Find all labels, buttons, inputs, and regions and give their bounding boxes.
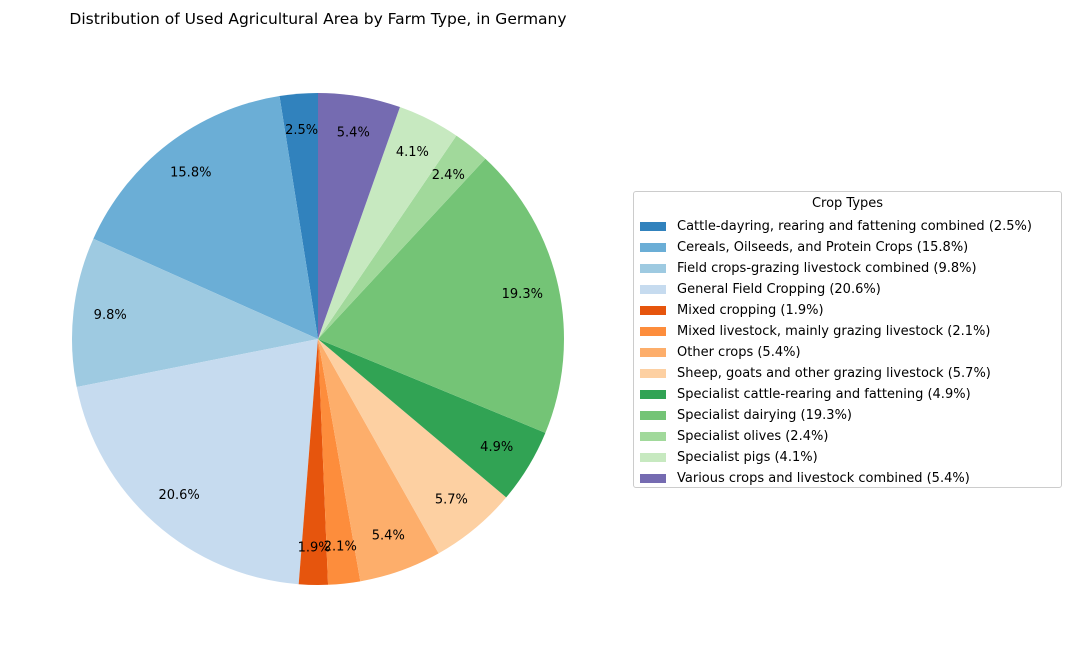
legend-item: Specialist pigs (4.1%)	[640, 447, 1032, 468]
pie-percent-label: 4.1%	[396, 145, 429, 160]
legend-label: Specialist pigs (4.1%)	[677, 450, 818, 465]
legend-item: Specialist cattle-rearing and fattening …	[640, 384, 1032, 405]
legend-swatch	[640, 390, 666, 399]
pie-percent-label: 15.8%	[170, 166, 211, 181]
pie-percent-label: 1.9%	[298, 541, 331, 556]
legend-label: Mixed cropping (1.9%)	[677, 303, 824, 318]
legend-title: Crop Types	[811, 196, 884, 211]
legend-swatch	[640, 411, 666, 420]
pie-slice	[318, 339, 546, 498]
pie-slice	[279, 93, 318, 339]
legend-item: Specialist dairying (19.3%)	[640, 405, 1032, 426]
legend-swatch	[640, 369, 666, 378]
legend-item: Field crops-grazing livestock combined (…	[640, 258, 1032, 279]
legend-label: Specialist cattle-rearing and fattening …	[677, 387, 971, 402]
pie-slice	[318, 135, 486, 339]
legend-swatch	[640, 243, 666, 252]
pie-slice	[93, 96, 318, 339]
legend-swatch	[640, 264, 666, 273]
pie-percent-label: 2.4%	[432, 168, 465, 183]
legend-item: Mixed cropping (1.9%)	[640, 300, 1032, 321]
legend-swatch	[640, 453, 666, 462]
pie-slice	[318, 93, 400, 339]
legend-item: Cereals, Oilseeds, and Protein Crops (15…	[640, 237, 1032, 258]
pie-percent-label: 2.5%	[285, 123, 318, 138]
legend-swatch	[640, 285, 666, 294]
legend-swatch	[640, 222, 666, 231]
legend: Crop Types Cattle-dayring, rearing and f…	[633, 191, 1062, 488]
pie-percent-label: 9.8%	[94, 308, 127, 323]
legend-item: Various crops and livestock combined (5.…	[640, 468, 1032, 489]
legend-label: Cattle-dayring, rearing and fattening co…	[677, 219, 1032, 234]
legend-item: Other crops (5.4%)	[640, 342, 1032, 363]
legend-swatch	[640, 348, 666, 357]
pie-slice	[318, 339, 507, 554]
pie-percent-labels: 2.5% 15.8% 9.8% 20.6% 1.9%2.1% 5.4% 5.7% 4.9% 19…	[94, 123, 543, 556]
legend-label: General Field Cropping (20.6%)	[677, 282, 881, 297]
pie-percent-label: 2.1%	[324, 539, 357, 554]
pie-percent-label: 19.3%	[502, 287, 543, 302]
legend-label: Specialist olives (2.4%)	[677, 429, 829, 444]
pie-slice	[318, 158, 565, 433]
pie-slice	[318, 339, 361, 585]
chart-title: Distribution of Used Agricultural Area b…	[69, 10, 566, 28]
pie-percent-label: 5.4%	[372, 528, 405, 543]
pie-percent-label: 4.9%	[480, 440, 513, 455]
pie-slice	[72, 238, 318, 388]
pie-slices	[72, 93, 565, 585]
legend-item: Sheep, goats and other grazing livestock…	[640, 363, 1032, 384]
legend-item: Specialist olives (2.4%)	[640, 426, 1032, 447]
legend-label: Sheep, goats and other grazing livestock…	[677, 366, 991, 381]
legend-item: Cattle-dayring, rearing and fattening co…	[640, 216, 1032, 237]
legend-label: Mixed livestock, mainly grazing livestoc…	[677, 324, 991, 339]
legend-swatch	[640, 474, 666, 483]
pie-percent-label: 5.7%	[435, 493, 468, 508]
legend-label: Specialist dairying (19.3%)	[677, 408, 852, 423]
pie-slice	[298, 339, 329, 585]
legend-label: Other crops (5.4%)	[677, 345, 801, 360]
pie-slice	[318, 107, 457, 339]
pie-slice	[76, 339, 319, 585]
legend-list: Cattle-dayring, rearing and fattening co…	[640, 216, 1032, 489]
pie-percent-label: 5.4%	[337, 125, 370, 140]
legend-label: Cereals, Oilseeds, and Protein Crops (15…	[677, 240, 969, 255]
legend-label: Various crops and livestock combined (5.…	[677, 471, 970, 486]
legend-item: Mixed livestock, mainly grazing livestoc…	[640, 321, 1032, 342]
legend-swatch	[640, 327, 666, 336]
pie-percent-label: 20.6%	[158, 488, 199, 503]
legend-swatch	[640, 432, 666, 441]
legend-swatch	[640, 306, 666, 315]
legend-item: General Field Cropping (20.6%)	[640, 279, 1032, 300]
legend-label: Field crops-grazing livestock combined (…	[677, 261, 977, 276]
pie-slice	[318, 339, 439, 582]
